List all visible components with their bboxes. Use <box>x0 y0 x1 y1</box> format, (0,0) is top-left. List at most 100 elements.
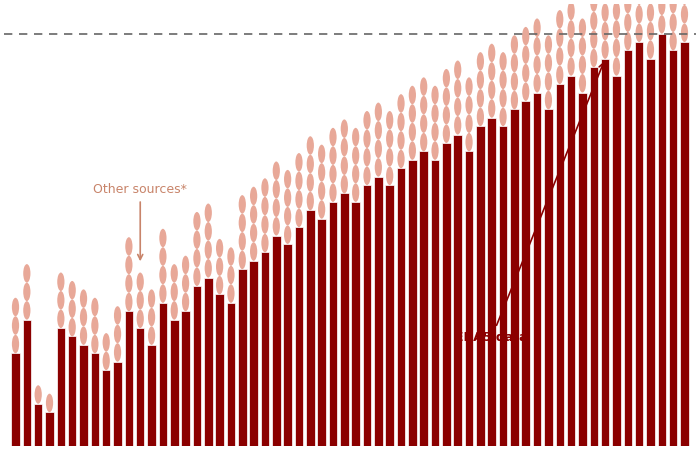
Ellipse shape <box>466 96 472 114</box>
Ellipse shape <box>273 180 280 198</box>
Ellipse shape <box>352 146 359 165</box>
Bar <box>430 160 440 446</box>
Ellipse shape <box>330 146 337 165</box>
Ellipse shape <box>601 40 609 59</box>
Bar <box>272 235 281 446</box>
Ellipse shape <box>477 89 484 108</box>
Bar <box>397 168 405 446</box>
Ellipse shape <box>341 119 348 138</box>
Bar <box>295 227 303 446</box>
Ellipse shape <box>330 128 337 146</box>
Ellipse shape <box>91 298 99 316</box>
Ellipse shape <box>477 71 484 89</box>
Bar <box>487 118 496 446</box>
Ellipse shape <box>545 72 552 91</box>
Ellipse shape <box>239 214 246 232</box>
Bar <box>46 412 54 446</box>
Bar <box>419 151 428 446</box>
Ellipse shape <box>443 125 450 143</box>
Ellipse shape <box>295 209 302 227</box>
Bar <box>181 311 190 446</box>
Ellipse shape <box>160 248 167 266</box>
Ellipse shape <box>579 55 586 74</box>
Ellipse shape <box>556 28 564 47</box>
Bar <box>79 345 88 446</box>
Ellipse shape <box>556 10 564 28</box>
Ellipse shape <box>398 150 405 168</box>
Ellipse shape <box>533 55 540 74</box>
Bar <box>386 185 394 446</box>
Bar <box>522 101 530 446</box>
Bar <box>227 303 235 446</box>
Ellipse shape <box>488 99 496 118</box>
Ellipse shape <box>125 237 132 256</box>
Ellipse shape <box>216 276 223 294</box>
Bar <box>11 353 20 446</box>
Ellipse shape <box>431 141 439 160</box>
Ellipse shape <box>114 343 121 362</box>
Ellipse shape <box>148 289 155 308</box>
Ellipse shape <box>398 131 405 150</box>
Ellipse shape <box>579 18 586 37</box>
Ellipse shape <box>545 91 552 109</box>
Ellipse shape <box>103 333 110 351</box>
Ellipse shape <box>307 136 314 155</box>
Ellipse shape <box>466 133 472 151</box>
Bar <box>306 210 314 446</box>
Ellipse shape <box>568 20 575 39</box>
Ellipse shape <box>273 198 280 217</box>
Ellipse shape <box>488 81 496 99</box>
Ellipse shape <box>216 239 223 257</box>
Ellipse shape <box>261 197 269 216</box>
Bar <box>363 185 371 446</box>
Ellipse shape <box>443 87 450 106</box>
Ellipse shape <box>409 104 416 123</box>
Ellipse shape <box>500 71 507 89</box>
Ellipse shape <box>681 23 688 42</box>
Ellipse shape <box>374 103 382 121</box>
Ellipse shape <box>250 224 257 242</box>
Ellipse shape <box>624 14 631 32</box>
Ellipse shape <box>601 0 609 3</box>
Ellipse shape <box>318 144 326 163</box>
Ellipse shape <box>261 178 269 197</box>
Bar <box>204 278 213 446</box>
Ellipse shape <box>500 89 507 108</box>
Ellipse shape <box>23 283 31 301</box>
Ellipse shape <box>273 162 280 180</box>
Ellipse shape <box>307 155 314 173</box>
Ellipse shape <box>466 114 472 133</box>
Ellipse shape <box>295 153 302 171</box>
Ellipse shape <box>568 57 575 76</box>
Ellipse shape <box>204 241 212 259</box>
Ellipse shape <box>284 189 291 207</box>
Ellipse shape <box>91 335 99 353</box>
Ellipse shape <box>568 39 575 57</box>
Ellipse shape <box>307 192 314 210</box>
Ellipse shape <box>522 82 529 101</box>
Ellipse shape <box>431 104 439 123</box>
Bar <box>22 320 31 446</box>
Bar <box>329 202 337 446</box>
Ellipse shape <box>307 173 314 192</box>
Bar <box>90 353 99 446</box>
Text: ERA5 data: ERA5 data <box>456 63 604 344</box>
Ellipse shape <box>636 23 643 42</box>
Ellipse shape <box>612 20 620 39</box>
Ellipse shape <box>568 2 575 20</box>
Ellipse shape <box>556 66 564 84</box>
Ellipse shape <box>125 292 132 311</box>
Bar <box>238 269 246 446</box>
Ellipse shape <box>171 283 178 301</box>
Bar <box>612 76 621 446</box>
Ellipse shape <box>80 289 88 308</box>
Ellipse shape <box>454 61 461 79</box>
Ellipse shape <box>12 298 19 316</box>
Ellipse shape <box>669 0 677 14</box>
Ellipse shape <box>454 116 461 135</box>
Ellipse shape <box>284 170 291 189</box>
Ellipse shape <box>590 30 597 49</box>
Ellipse shape <box>295 190 302 209</box>
Ellipse shape <box>182 292 189 311</box>
Bar <box>159 303 167 446</box>
